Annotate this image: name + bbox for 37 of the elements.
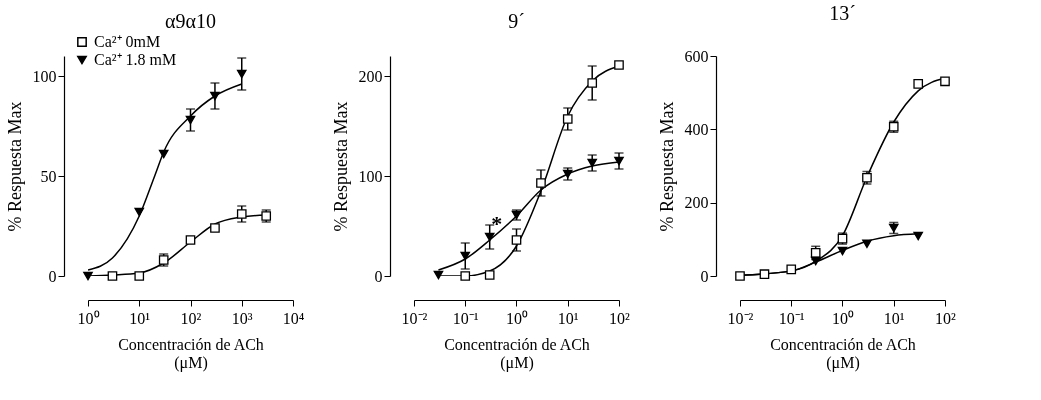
x-axis-title: Concentración de ACh (μM) bbox=[118, 335, 264, 372]
y-tick-label: 200 bbox=[358, 67, 383, 85]
y-axis-title: % Respuesta Max bbox=[4, 101, 25, 232]
x-tick-label: 10² bbox=[935, 309, 957, 327]
x-tick-label: 10³ bbox=[231, 309, 253, 327]
y-tick-label: 100 bbox=[358, 167, 383, 185]
annotation: * bbox=[491, 211, 503, 236]
y-tick-label: 100 bbox=[32, 67, 57, 85]
x-tick-label: 10¹ bbox=[557, 309, 579, 327]
x-tick-label: 10⁰ bbox=[832, 309, 854, 327]
x-tick-label: 10⁰ bbox=[506, 309, 528, 327]
y-axis-title: % Respuesta Max bbox=[330, 101, 351, 232]
chart-title: 9´ bbox=[508, 10, 525, 32]
x-tick-label: 10⁻² bbox=[401, 309, 428, 327]
y-tick-label: 400 bbox=[684, 120, 709, 138]
chart-title: α9α10 bbox=[165, 10, 216, 32]
y-tick-label: 0 bbox=[48, 267, 57, 285]
x-tick-label: 10⁻¹ bbox=[778, 309, 805, 327]
x-tick-label: 10² bbox=[180, 309, 202, 327]
y-axis-title: % Respuesta Max bbox=[656, 101, 677, 232]
x-tick-label: 10⁴ bbox=[282, 309, 305, 327]
x-tick-label: 10⁻² bbox=[727, 309, 754, 327]
x-tick-label: 10¹ bbox=[883, 309, 905, 327]
x-axis-title: Concentración de ACh (μM) bbox=[770, 335, 916, 372]
y-tick-label: 200 bbox=[684, 194, 709, 212]
y-tick-label: 0 bbox=[700, 267, 709, 285]
y-tick-label: 0 bbox=[374, 267, 383, 285]
x-tick-label: 10⁰ bbox=[77, 309, 100, 327]
legend-label: Ca²⁺ 1.8 mM bbox=[94, 51, 177, 68]
x-axis-title: Concentración de ACh (μM) bbox=[444, 335, 590, 372]
legend-label: Ca²⁺ 0mM bbox=[94, 33, 161, 50]
y-tick-label: 50 bbox=[40, 167, 57, 185]
chart-title: 13´ bbox=[829, 2, 856, 24]
x-tick-label: 10¹ bbox=[129, 309, 151, 327]
x-tick-label: 10² bbox=[609, 309, 631, 327]
x-tick-label: 10⁻¹ bbox=[452, 309, 479, 327]
y-tick-label: 600 bbox=[684, 47, 709, 65]
